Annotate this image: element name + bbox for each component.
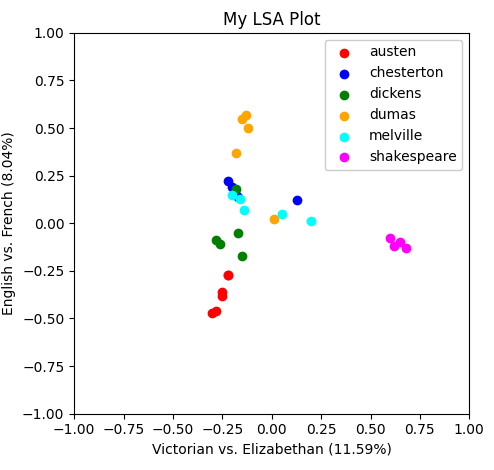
dumas (232, 149, 240, 157)
Y-axis label: English vs. French (8.04%): English vs. French (8.04%) (2, 132, 16, 315)
dickens (234, 229, 242, 236)
chesterton (228, 183, 236, 191)
shakespeare (386, 235, 394, 242)
melville (307, 218, 315, 225)
X-axis label: Victorian vs. Elizabethan (11.59%): Victorian vs. Elizabethan (11.59%) (152, 443, 392, 457)
chesterton (232, 191, 240, 198)
Title: My LSA Plot: My LSA Plot (223, 10, 321, 29)
dickens (232, 185, 240, 193)
dumas (270, 216, 278, 223)
austen (224, 271, 232, 278)
dumas (244, 124, 252, 132)
shakespeare (402, 244, 410, 252)
Legend: austen, chesterton, dickens, dumas, melville, shakespeare: austen, chesterton, dickens, dumas, melv… (325, 40, 462, 170)
chesterton (293, 196, 301, 204)
dickens (212, 236, 220, 244)
chesterton (224, 178, 232, 185)
austen (218, 288, 226, 296)
melville (240, 206, 248, 214)
dumas (242, 111, 250, 118)
melville (228, 191, 236, 198)
dumas (238, 115, 246, 122)
melville (236, 195, 244, 202)
dickens (238, 252, 246, 259)
austen (218, 292, 226, 299)
austen (224, 271, 232, 278)
chesterton (234, 193, 242, 200)
shakespeare (396, 238, 404, 246)
austen (212, 307, 220, 314)
melville (278, 210, 286, 218)
shakespeare (390, 243, 398, 250)
austen (208, 309, 216, 316)
dickens (216, 241, 224, 248)
